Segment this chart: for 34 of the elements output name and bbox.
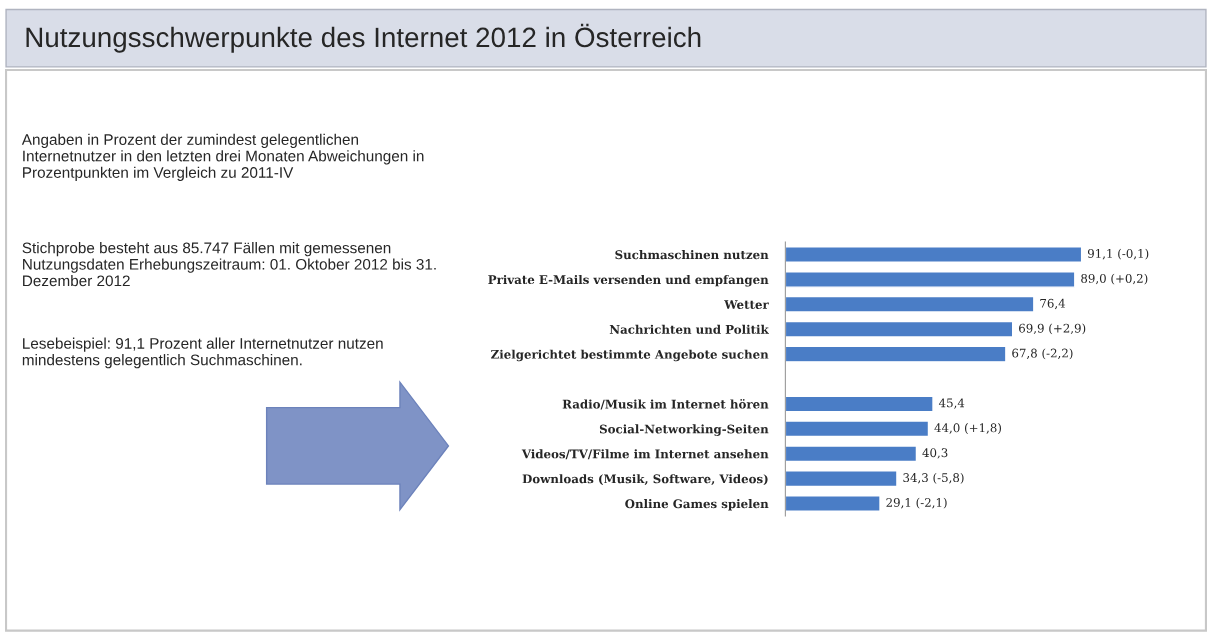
bar [785, 320, 1014, 338]
bar [785, 295, 1035, 313]
y-tick-label: Zielgerichtet bestimmte Angebote suchen [491, 349, 769, 362]
y-tick-label: Wetter [724, 300, 769, 309]
data-label: 40,3 [922, 448, 948, 459]
text: Lesebeispiel: 91,1 Prozent aller Internetnutzer nutzen mindestens gelegentlich Suchmaschinen. [22, 337, 383, 369]
data-label: 29,1 (-2,1) [886, 497, 947, 509]
bar [785, 495, 881, 512]
y-tick-label: Videos/TV/Filme im Internet ansehen [521, 449, 769, 460]
data-label: 67,8 (-2,2) [1012, 348, 1073, 360]
data-label: 69,9 (+2,9) [1019, 323, 1086, 335]
y-tick-label: Social-Networking-Seiten [599, 424, 769, 436]
data-label: 45,4 [938, 398, 965, 409]
bar [785, 345, 1007, 363]
data-label: 89,0 (+0,2) [1081, 273, 1148, 285]
text: Angaben in Prozent der zumindest gelegentlichen Internetnutzer in den letzten drei Monaten Abweichungen in Prozentpunkten im Vergleich zu 2011-IV [21, 133, 424, 181]
data-label: 34,3 (-5,8) [903, 472, 964, 484]
bar [785, 246, 1083, 263]
bar [785, 445, 918, 463]
y-tick-label: Private E-Mails versenden und empfangen [488, 274, 769, 287]
y-tick-label: Downloads (Musik, Software, Videos) [522, 474, 768, 486]
y-tick-label: Radio/Musik im Internet hören [562, 399, 769, 410]
bar [785, 270, 1076, 288]
text: Nutzungsschwerpunkte des Internet 2012 in Österreich [26, 23, 701, 53]
bar [785, 395, 934, 413]
text: Stichprobe besteht aus 85.747 Fällen mit gemessenen Nutzungsdaten Erhebungszeitraum: 01. Oktober 2012 bis 31. Dezember 2012 [22, 242, 436, 287]
data-label: 44,0 (+1,8) [934, 423, 1002, 434]
bar [785, 470, 898, 488]
data-label: 91,1 (-0,1) [1087, 248, 1149, 260]
data-label: 76,4 [1040, 298, 1066, 310]
y-tick-label: Online Games spielen [625, 499, 769, 511]
y-tick-label: Nachrichten und Politik [609, 324, 769, 334]
bar [785, 420, 930, 438]
y-tick-label: Suchmaschinen nutzen [615, 250, 769, 260]
